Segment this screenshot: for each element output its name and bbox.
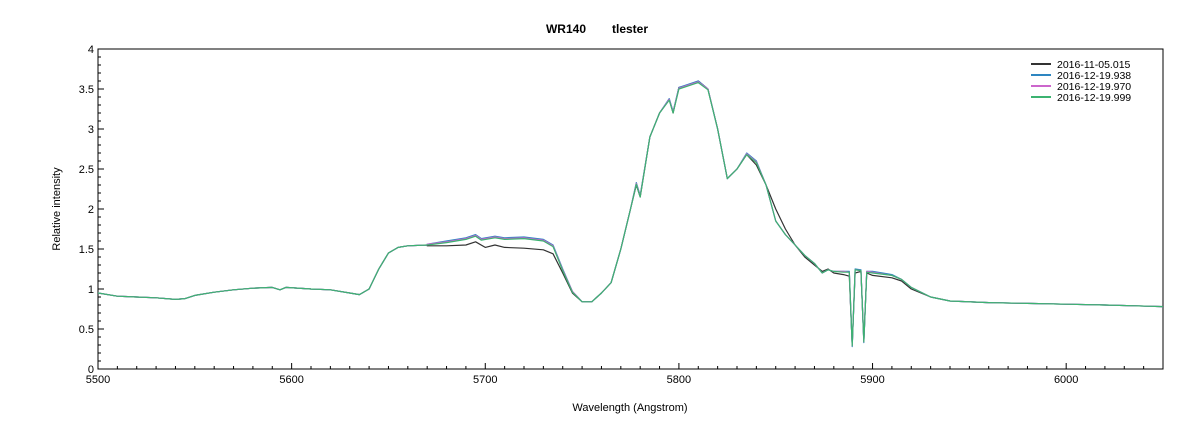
legend: 2016-11-05.0152016-12-19.9382016-12-19.9… (1031, 59, 1131, 104)
y-tick-label: 1.5 (79, 244, 94, 256)
y-tick-label: 3.5 (79, 84, 94, 96)
y-tick-label: 2.5 (79, 164, 94, 176)
y-tick-label: 0.5 (79, 324, 94, 336)
x-tick-label: 5600 (279, 374, 303, 386)
y-tick-label: 3 (88, 124, 94, 136)
x-tick-label: 5800 (667, 374, 691, 386)
x-tick-label: 5700 (473, 374, 497, 386)
legend-label: 2016-11-05.015 (1057, 59, 1131, 71)
legend-label: 2016-12-19.938 (1057, 70, 1131, 82)
x-tick-label: 5900 (860, 374, 884, 386)
series-line (98, 82, 1163, 347)
x-tick-label: 6000 (1054, 374, 1078, 386)
chart-title-part-1: WR140 (546, 22, 586, 36)
y-tick-label: 2 (88, 204, 94, 216)
y-tick-label: 4 (88, 44, 94, 56)
y-axis-label: Relative intensity (51, 167, 63, 251)
plot-area: 5500 5600 5700 5800 5900 6000 0 0.5 1 1.5 2 2.5 3 3.5… (79, 44, 1164, 386)
y-tick-label: 1 (88, 284, 94, 296)
y-tick-label: 0 (88, 364, 94, 376)
x-axis-label: Wavelength (Angstrom) (572, 402, 687, 414)
legend-label: 2016-12-19.999 (1057, 92, 1131, 104)
chart-title-part-2: tlester (612, 22, 648, 36)
x-tick-label: 5500 (86, 374, 110, 386)
legend-label: 2016-12-19.970 (1057, 81, 1131, 93)
